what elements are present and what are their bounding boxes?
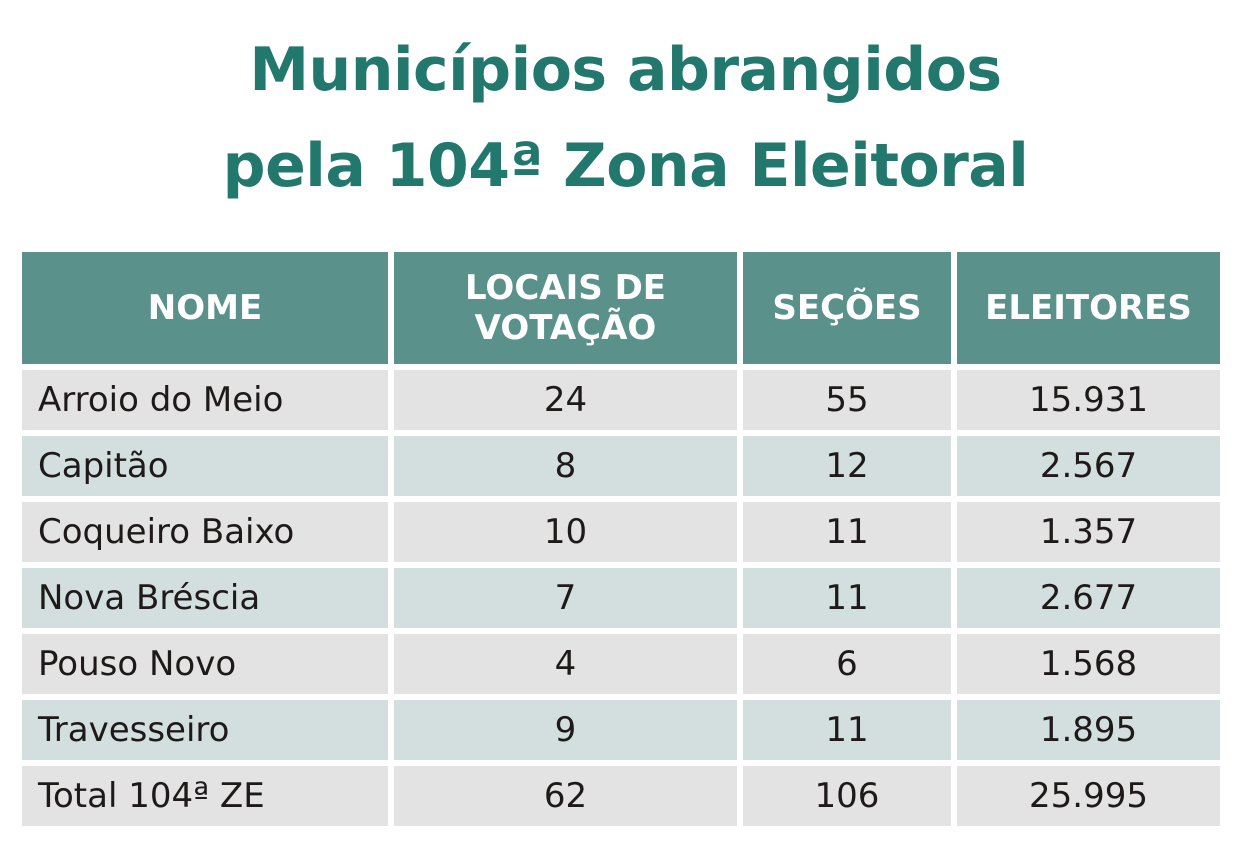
header-eleitores: ELEITORES bbox=[957, 252, 1220, 364]
total-nome: Total 104ª ZE bbox=[22, 766, 388, 826]
table-total-row: Total 104ª ZE 62 106 25.995 bbox=[22, 766, 1220, 826]
cell-locais: 8 bbox=[394, 436, 737, 496]
header-locais-line-2: VOTAÇÃO bbox=[474, 308, 657, 348]
cell-secoes: 12 bbox=[743, 436, 951, 496]
header-nome: NOME bbox=[22, 252, 388, 364]
cell-locais: 7 bbox=[394, 568, 737, 628]
cell-secoes: 11 bbox=[743, 568, 951, 628]
cell-eleitores: 2.567 bbox=[957, 436, 1220, 496]
cell-secoes: 11 bbox=[743, 700, 951, 760]
total-locais: 62 bbox=[394, 766, 737, 826]
cell-eleitores: 2.677 bbox=[957, 568, 1220, 628]
table-header-row: NOME LOCAIS DE VOTAÇÃO SEÇÕES ELEITORES bbox=[22, 252, 1220, 364]
cell-nome: Coqueiro Baixo bbox=[22, 502, 388, 562]
table-row: Travesseiro 9 11 1.895 bbox=[22, 700, 1220, 760]
table-row: Capitão 8 12 2.567 bbox=[22, 436, 1220, 496]
cell-nome: Travesseiro bbox=[22, 700, 388, 760]
table-row: Pouso Novo 4 6 1.568 bbox=[22, 634, 1220, 694]
cell-nome: Nova Bréscia bbox=[22, 568, 388, 628]
header-locais-de-votacao: LOCAIS DE VOTAÇÃO bbox=[394, 252, 737, 364]
cell-nome: Arroio do Meio bbox=[22, 370, 388, 430]
cell-secoes: 11 bbox=[743, 502, 951, 562]
header-secoes: SEÇÕES bbox=[743, 252, 951, 364]
cell-locais: 4 bbox=[394, 634, 737, 694]
cell-eleitores: 1.568 bbox=[957, 634, 1220, 694]
cell-secoes: 55 bbox=[743, 370, 951, 430]
municipios-table: NOME LOCAIS DE VOTAÇÃO SEÇÕES ELEITORES … bbox=[16, 246, 1226, 832]
cell-nome: Pouso Novo bbox=[22, 634, 388, 694]
table-row: Coqueiro Baixo 10 11 1.357 bbox=[22, 502, 1220, 562]
page-title: Municípios abrangidos pela 104ª Zona Ele… bbox=[0, 22, 1251, 214]
title-line-1: Municípios abrangidos bbox=[249, 35, 1002, 105]
cell-locais: 24 bbox=[394, 370, 737, 430]
title-line-2: pela 104ª Zona Eleitoral bbox=[222, 131, 1029, 201]
cell-eleitores: 1.357 bbox=[957, 502, 1220, 562]
table-row: Arroio do Meio 24 55 15.931 bbox=[22, 370, 1220, 430]
cell-eleitores: 1.895 bbox=[957, 700, 1220, 760]
total-secoes: 106 bbox=[743, 766, 951, 826]
header-locais-line-1: LOCAIS DE bbox=[464, 268, 667, 308]
cell-secoes: 6 bbox=[743, 634, 951, 694]
total-eleitores: 25.995 bbox=[957, 766, 1220, 826]
cell-nome: Capitão bbox=[22, 436, 388, 496]
cell-locais: 9 bbox=[394, 700, 737, 760]
cell-locais: 10 bbox=[394, 502, 737, 562]
cell-eleitores: 15.931 bbox=[957, 370, 1220, 430]
table-row: Nova Bréscia 7 11 2.677 bbox=[22, 568, 1220, 628]
